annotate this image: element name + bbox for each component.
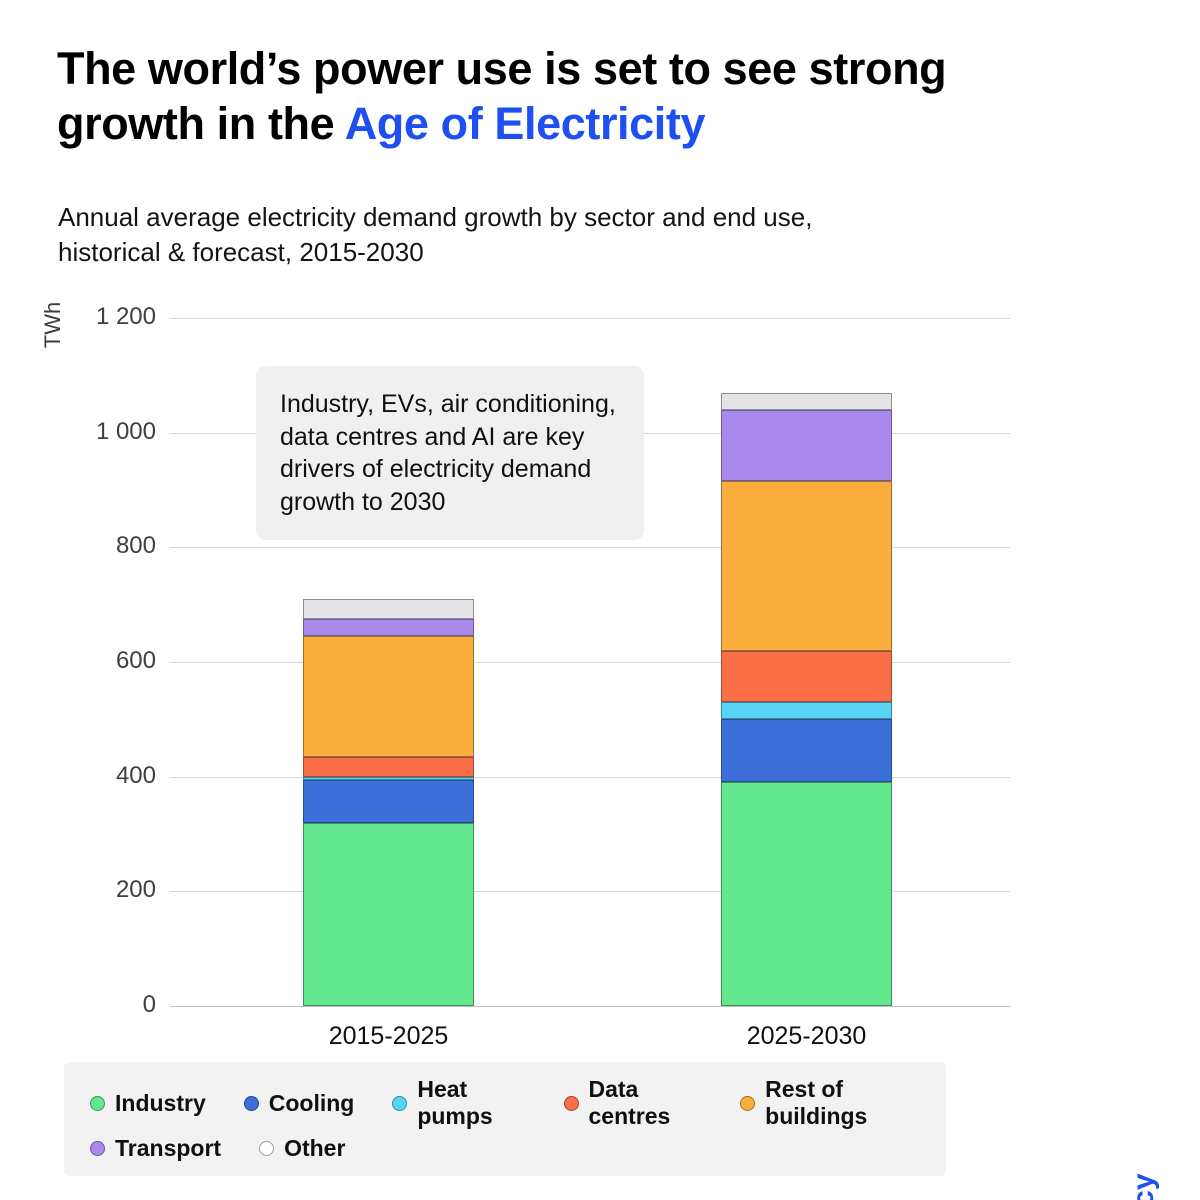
legend-swatch-cooling: [243, 1095, 259, 1111]
y-tick-1000: 1 000: [95, 417, 156, 445]
legend-label-heat-pumps: Heat pumps: [417, 1076, 493, 1129]
gridline-400: [170, 776, 1010, 778]
iea-logo: International Energy Agency: [1089, 1147, 1163, 1200]
legend-item-cooling: Cooling: [243, 1089, 355, 1117]
iea-logo-line-1: International: [1089, 1147, 1126, 1200]
segment-industry-2025-2030: [721, 782, 892, 1006]
legend-row-2: Transport Other: [90, 1135, 920, 1162]
segment-data-centres-2025-2030: [721, 650, 892, 703]
segment-heat-pumps-2025-2030: [721, 702, 892, 720]
segment-rest-of-buildings-2025-2030: [721, 481, 892, 651]
legend-label-data-centres: Data centres: [588, 1076, 671, 1129]
gridline-1200: [170, 318, 1010, 319]
legend-swatch-other: [259, 1141, 275, 1156]
segment-cooling-2025-2030: [721, 719, 892, 783]
page-title: The world’s power use is set to see stro…: [57, 42, 947, 152]
legend-item-other: Other: [259, 1135, 345, 1162]
legend-label-rest-of-buildings: Rest of buildings: [765, 1076, 868, 1129]
x-tick-2015-2025: 2015-2025: [328, 1022, 449, 1050]
plot-area: 2015-2025 2025-2030 1 200 1 000 800 600 400 20…: [96, 303, 1010, 1050]
legend-swatch-data-centres: [563, 1095, 579, 1111]
title-line-2-prefix: growth in the: [57, 97, 345, 149]
chart-subtitle: Annual average electricity demand growth…: [58, 200, 812, 270]
y-tick-200: 200: [115, 876, 156, 904]
legend-item-rest-of-buildings: Rest of buildings: [740, 1076, 920, 1130]
y-tick-600: 600: [115, 647, 156, 674]
title-line-1: The world’s power use is set to see stro…: [57, 43, 947, 94]
legend-swatch-heat-pumps: [392, 1095, 408, 1111]
legend-item-data-centres: Data centres: [563, 1076, 703, 1130]
segment-heat-pumps-2015-2025: [303, 776, 474, 780]
legend-row-1: Industry Cooling Heat pumps Data centres Res…: [90, 1076, 920, 1130]
legend-item-industry: Industry: [90, 1090, 206, 1117]
legend-swatch-industry: [90, 1095, 105, 1111]
y-tick-0: 0: [142, 991, 156, 1018]
y-tick-800: 800: [115, 532, 156, 560]
title-highlight: Age of Electricity: [344, 97, 706, 149]
x-axis: 2015-2025 2025-2030: [170, 1006, 1010, 1056]
bar-2015-2025: [303, 598, 474, 1006]
y-tick-400: 400: [115, 761, 156, 789]
x-tick-2025-2030: 2025-2030: [746, 1022, 867, 1050]
legend-label-industry: Industry: [115, 1089, 206, 1116]
gridline-800: [170, 547, 1010, 549]
legend-label-other: Other: [284, 1135, 346, 1161]
segment-industry-2015-2025: [303, 822, 474, 1006]
title-line-2: growth in the Age of Electricity: [57, 97, 946, 152]
subtitle-line-1: Annual average electricity demand growth…: [58, 202, 813, 232]
gridline-200: [170, 891, 1010, 893]
annotation-box: Industry, EVs, air conditioning, data ce…: [256, 366, 644, 540]
segment-other-2015-2025: [303, 598, 474, 620]
gridline-600: [170, 662, 1010, 663]
segment-data-centres-2015-2025: [303, 756, 474, 777]
legend-swatch-rest-of-buildings: [740, 1095, 756, 1111]
legend-item-transport: Transport: [90, 1135, 221, 1162]
bar-2025-2030: [721, 392, 892, 1006]
legend-item-heat-pumps: Heat pumps: [392, 1076, 525, 1130]
gridline-0: [170, 1006, 1010, 1007]
iea-logo-line-2: Energy Agency: [1126, 1147, 1163, 1200]
legend-label-transport: Transport: [115, 1135, 222, 1161]
segment-rest-of-buildings-2015-2025: [303, 636, 474, 757]
legend-swatch-transport: [90, 1141, 105, 1156]
legend-label-cooling: Cooling: [268, 1089, 355, 1116]
legend: Industry Cooling Heat pumps Data centres Res…: [64, 1062, 946, 1176]
segment-other-2025-2030: [721, 392, 892, 410]
segment-transport-2025-2030: [721, 409, 892, 482]
y-tick-1200: 1 200: [95, 303, 156, 330]
subtitle-line-2: historical & forecast, 2015-2030: [58, 237, 424, 268]
segment-cooling-2015-2025: [303, 779, 474, 823]
segment-transport-2015-2025: [303, 619, 474, 637]
